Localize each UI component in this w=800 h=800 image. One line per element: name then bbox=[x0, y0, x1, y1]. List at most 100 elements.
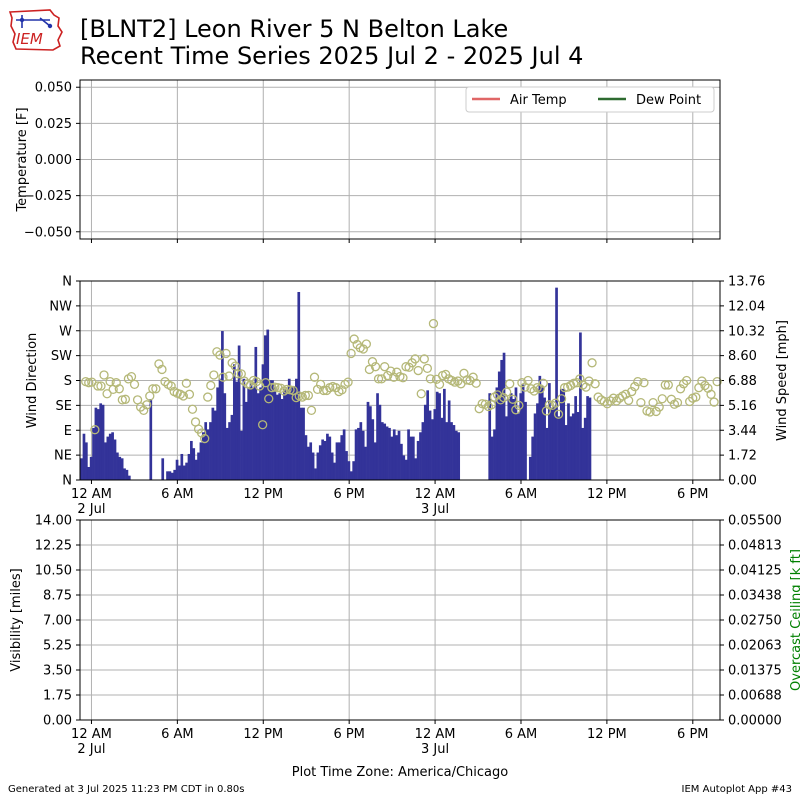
wind-speed-bar bbox=[94, 407, 98, 480]
wind-speed-bar bbox=[335, 442, 339, 480]
wind-direction-point bbox=[114, 384, 124, 394]
wind-speed-bar bbox=[543, 397, 546, 480]
wind-y2tick-label: 6.88 bbox=[728, 374, 757, 389]
wind-direction-point bbox=[550, 398, 561, 408]
wind-speed-bar bbox=[197, 452, 200, 480]
chart-title: [BLNT2] Leon River 5 N Belton Lake Recen… bbox=[80, 16, 583, 70]
x-tick-sublabel: 3 Jul bbox=[421, 502, 449, 517]
wind-speed-bar bbox=[118, 456, 122, 480]
wind-direction-point bbox=[636, 397, 646, 408]
wind-speed-bar bbox=[395, 435, 398, 480]
x-tick-sublabel: 2 Jul bbox=[77, 502, 105, 517]
wind-speed-bar bbox=[108, 433, 112, 480]
app-footer: IEM Autoplot App #43 bbox=[681, 784, 792, 795]
temp-ytick-label: 0.025 bbox=[35, 117, 72, 132]
wind-speed-bar bbox=[232, 364, 236, 480]
wind-direction-point bbox=[364, 364, 375, 375]
wind-speed-bar bbox=[223, 393, 227, 480]
wind-speed-bar bbox=[271, 380, 274, 480]
wind-speed-bar bbox=[249, 383, 253, 480]
wind-direction-point bbox=[343, 377, 353, 387]
wind-speed-bar bbox=[586, 396, 589, 480]
wind-speed-bar bbox=[507, 399, 511, 480]
wind-speed-bar bbox=[407, 429, 410, 480]
wind-speed-bar bbox=[385, 426, 389, 480]
x-tick-label: 6 PM bbox=[333, 487, 364, 502]
wind-y2tick-label: 13.76 bbox=[728, 275, 765, 290]
wind-speed-bar bbox=[579, 332, 582, 480]
wind-speed-bar bbox=[562, 388, 566, 480]
wind-speed-bar bbox=[221, 331, 224, 480]
wind-speed-bar bbox=[216, 387, 219, 480]
wind-speed-bar bbox=[488, 393, 492, 480]
wind-speed-bar bbox=[244, 401, 248, 480]
wind-speed-bar bbox=[357, 427, 360, 480]
wind-speed-bar bbox=[316, 452, 320, 480]
wind-speed-bar bbox=[168, 471, 172, 480]
wind-speed-bar bbox=[359, 422, 363, 480]
temp-ytick-label: −0.025 bbox=[24, 189, 72, 204]
ceiling-y2tick-label: 0.04813 bbox=[728, 539, 782, 554]
wind-ytick-label: E bbox=[64, 424, 72, 439]
x-tick-label: 12 AM bbox=[415, 727, 456, 742]
wind-speed-bar bbox=[340, 435, 344, 480]
wind-speed-bar bbox=[366, 401, 370, 480]
wind-speed-bar bbox=[87, 466, 91, 480]
wind-speed-bar bbox=[113, 439, 117, 480]
wind-speed-bar bbox=[127, 475, 131, 480]
x-tick-label: 6 AM bbox=[505, 487, 538, 502]
wind-speed-bar bbox=[318, 445, 322, 480]
wind-speed-bar bbox=[85, 442, 88, 480]
wind-direction-point bbox=[224, 371, 234, 381]
wind-y2tick-label: 1.72 bbox=[728, 449, 757, 464]
wind-speed-bar bbox=[354, 429, 358, 480]
wind-speed-bar bbox=[409, 436, 413, 480]
wind-speed-bar bbox=[400, 443, 403, 480]
legend-label-0: Air Temp bbox=[510, 93, 567, 108]
wind-ytick-label: S bbox=[64, 374, 72, 389]
temp-ytick-label: −0.050 bbox=[24, 225, 72, 240]
wind-speed-bar bbox=[209, 422, 212, 480]
wind-speed-bar bbox=[228, 422, 231, 480]
wind-speed-bar bbox=[349, 471, 353, 480]
x-tick-label: 12 AM bbox=[71, 727, 112, 742]
wind-speed-bar bbox=[512, 399, 515, 480]
wind-speed-bar bbox=[268, 380, 272, 480]
wind-direction-point bbox=[105, 376, 115, 387]
wind-direction-point bbox=[419, 354, 429, 364]
wind-speed-bar bbox=[82, 433, 86, 480]
ceiling-y2tick-label: 0.04125 bbox=[728, 564, 782, 579]
wind-direction-point bbox=[312, 384, 323, 394]
wind-speed-bar bbox=[552, 406, 556, 480]
wind-ytick-label: W bbox=[59, 324, 72, 339]
wind-speed-bar bbox=[283, 388, 286, 480]
wind-speed-bar bbox=[392, 429, 396, 480]
wind-speed-bar bbox=[557, 416, 561, 480]
wind-speed-bar bbox=[505, 416, 508, 480]
vis-ytick-label: 3.50 bbox=[43, 664, 72, 679]
wind-speed-bar bbox=[447, 400, 451, 480]
wind-speed-bar bbox=[388, 427, 391, 480]
ceiling-y2tick-label: 0.00688 bbox=[728, 689, 782, 704]
wind-speed-bar bbox=[304, 435, 308, 480]
wind-direction-point bbox=[157, 364, 167, 375]
wind-speed-bar bbox=[235, 381, 239, 480]
wind-direction-point bbox=[486, 400, 497, 410]
wind-speed-bar bbox=[500, 359, 503, 480]
wind-direction-point bbox=[523, 375, 533, 386]
wind-direction-point bbox=[672, 397, 683, 408]
wind-speed-bar bbox=[352, 461, 356, 480]
wind-direction-point bbox=[139, 405, 149, 416]
wind-direction-point bbox=[221, 348, 231, 359]
wind-speed-bar bbox=[314, 468, 317, 480]
wind-speed-bar bbox=[287, 378, 291, 480]
wind-direction-point bbox=[498, 392, 509, 403]
wind-direction-point bbox=[318, 385, 329, 396]
wind-direction-point bbox=[413, 365, 423, 376]
wind-direction-point bbox=[361, 339, 372, 349]
wind-direction-point bbox=[410, 354, 420, 364]
wind-direction-point bbox=[508, 394, 518, 404]
wind-speed-bar bbox=[338, 442, 341, 480]
wind-speed-bar bbox=[104, 442, 107, 480]
wind-speed-bar bbox=[297, 291, 301, 480]
